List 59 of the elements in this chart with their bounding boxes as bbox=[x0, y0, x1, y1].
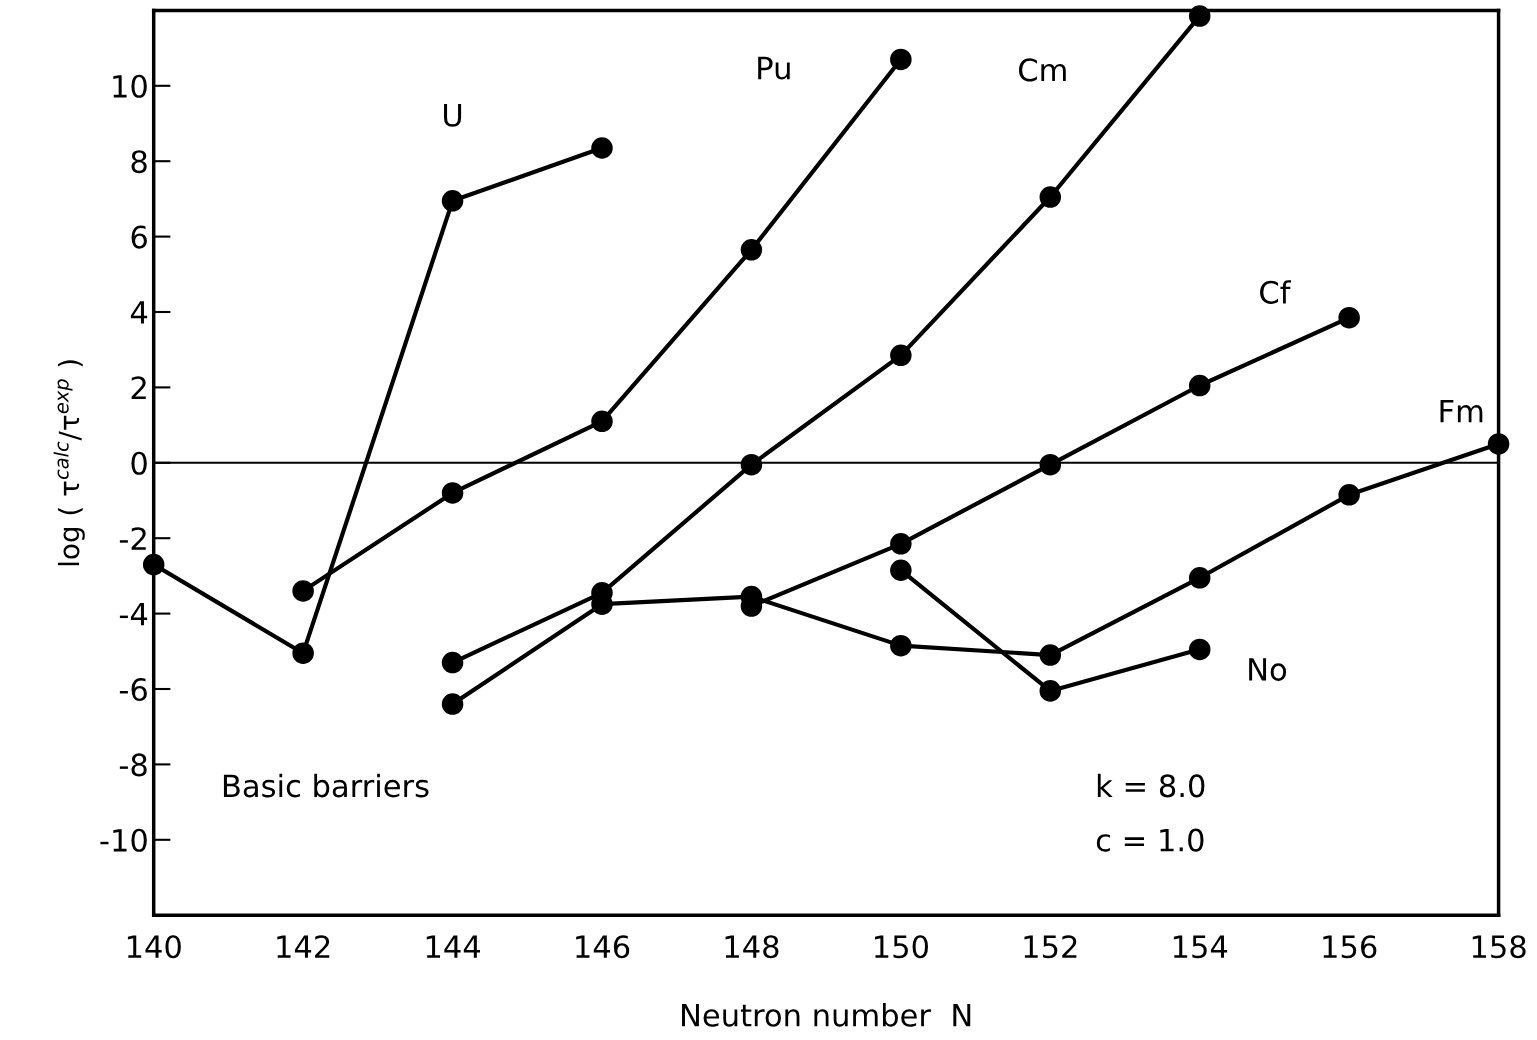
series-label: No bbox=[1249, 658, 1287, 681]
y-tick-label: -8 bbox=[119, 753, 147, 777]
y-tick-label: 8 bbox=[131, 150, 147, 174]
point bbox=[1039, 453, 1062, 476]
point bbox=[1039, 680, 1062, 702]
point bbox=[1039, 186, 1062, 208]
x-tick-label: 152 bbox=[1024, 935, 1077, 959]
point bbox=[740, 453, 763, 476]
y-tick-label: -6 bbox=[119, 677, 147, 702]
annotation: Basic barriers bbox=[223, 773, 429, 798]
point bbox=[591, 410, 613, 433]
point bbox=[441, 693, 464, 715]
x-axis-title: Neutron number N bbox=[682, 1003, 971, 1027]
text: U bbox=[444, 104, 462, 127]
series-label: Cf bbox=[1260, 280, 1292, 304]
point bbox=[292, 642, 314, 664]
point bbox=[740, 239, 763, 261]
y-tick-label: -10 bbox=[100, 828, 147, 852]
y-tick-label: 0 bbox=[131, 451, 147, 475]
point bbox=[1039, 644, 1062, 666]
point bbox=[890, 344, 912, 367]
x-tick-label: 148 bbox=[725, 935, 779, 959]
point bbox=[890, 533, 912, 555]
point bbox=[591, 137, 613, 159]
x-tick-label: 156 bbox=[1323, 935, 1377, 959]
y-tick-label: 4 bbox=[130, 301, 148, 324]
text: Pu bbox=[758, 56, 790, 80]
point bbox=[1188, 638, 1211, 661]
point bbox=[1188, 567, 1211, 589]
y-tick-label: 6 bbox=[131, 225, 147, 249]
y-tick-label: 2 bbox=[131, 376, 146, 400]
y-tick-label: 10 bbox=[113, 74, 147, 98]
point bbox=[1188, 374, 1211, 397]
annotation: c = 1.0 bbox=[1096, 828, 1204, 852]
x-tick-label: 140 bbox=[127, 935, 181, 959]
point bbox=[890, 634, 912, 657]
y-tick-label: -2 bbox=[119, 527, 146, 550]
series-label: Fm bbox=[1440, 399, 1483, 423]
annotation: k = 8.0 bbox=[1097, 773, 1205, 798]
x-tick-label: 158 bbox=[1472, 935, 1526, 959]
x-tick-label: 142 bbox=[277, 935, 330, 958]
point bbox=[1487, 433, 1510, 455]
x-tick-label: 150 bbox=[875, 935, 928, 959]
x-tick-label: 144 bbox=[426, 935, 481, 958]
x-tick-label: 154 bbox=[1173, 935, 1228, 959]
point bbox=[441, 482, 464, 504]
point bbox=[441, 190, 464, 212]
point bbox=[1338, 306, 1360, 329]
point bbox=[1188, 5, 1211, 27]
y-axis-title: log ( τ$^{calc}$/τ$^{exp}$ ) bbox=[53, 360, 85, 566]
y-tick-label: -4 bbox=[119, 602, 148, 626]
point bbox=[142, 553, 165, 576]
text: Cm bbox=[1018, 58, 1066, 82]
point bbox=[441, 651, 464, 674]
point bbox=[1338, 484, 1360, 506]
x-tick-label: 146 bbox=[576, 935, 630, 959]
point bbox=[292, 580, 314, 602]
point bbox=[890, 48, 912, 71]
point bbox=[890, 559, 912, 582]
